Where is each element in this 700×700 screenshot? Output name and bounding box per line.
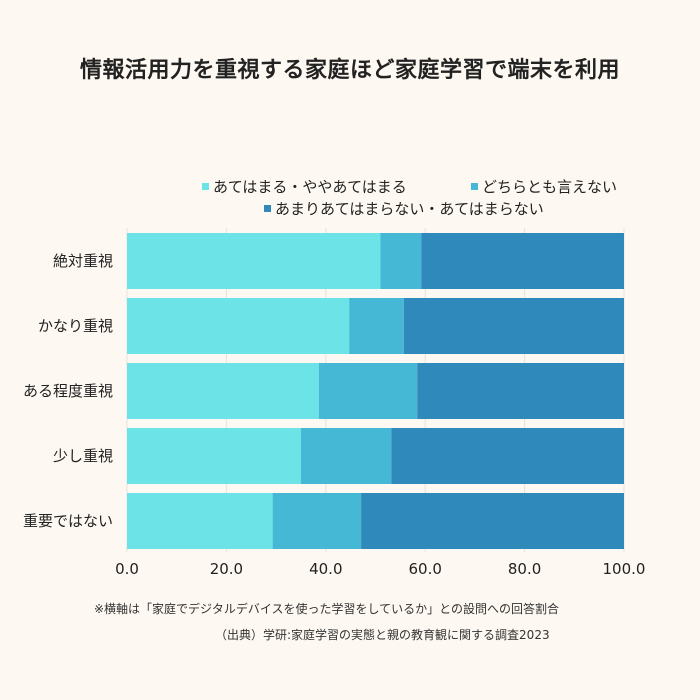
bar-segment (127, 298, 350, 354)
bar-segment (403, 298, 624, 354)
legend-label: どちらとも言えない (482, 178, 617, 196)
category-label: ある程度重視 (23, 382, 113, 400)
bar-segment (380, 233, 422, 289)
axis-note: ※横軸は「家庭でデジタルデバイスを使った学習をしているか」との設問への回答割合 (94, 602, 559, 616)
bar-segment (417, 363, 624, 419)
bars (127, 233, 624, 549)
bar-segment (391, 428, 624, 484)
bar-segment (127, 493, 273, 549)
bar-segment (318, 363, 418, 419)
legend-label: あてはまる・ややあてはまる (213, 178, 407, 196)
x-axis-ticks: 0.0 20.0 40.0 60.0 80.0 100.0 (115, 560, 645, 578)
bar-segment (349, 298, 404, 354)
x-tick-label: 0.0 (115, 560, 139, 578)
legend-label: あまりあてはまらない・あてはまらない (275, 200, 544, 218)
category-label: 絶対重視 (53, 252, 113, 270)
legend-swatch (264, 205, 271, 212)
bar-segment (127, 233, 381, 289)
category-label: 重要ではない (23, 512, 113, 530)
bar-segment (272, 493, 362, 549)
source-note: （出典）学研:家庭学習の実態と親の教育観に関する調査2023 (215, 628, 550, 642)
bar-segment (127, 428, 301, 484)
legend-swatch (202, 183, 209, 190)
category-label: かなり重視 (38, 317, 113, 335)
legend-swatch (471, 183, 478, 190)
x-tick-label: 60.0 (408, 560, 441, 578)
x-tick-label: 80.0 (508, 560, 541, 578)
x-tick-label: 100.0 (603, 560, 646, 578)
bar-segment (361, 493, 624, 549)
bar-segment (127, 363, 319, 419)
category-label: 少し重視 (53, 447, 113, 465)
bar-segment (421, 233, 624, 289)
x-tick-label: 40.0 (309, 560, 342, 578)
chart-title: 情報活用力を重視する家庭ほど家庭学習で端末を利用 (79, 58, 620, 83)
x-tick-label: 20.0 (210, 560, 243, 578)
bar-segment (300, 428, 392, 484)
